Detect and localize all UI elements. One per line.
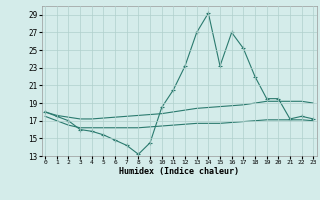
X-axis label: Humidex (Indice chaleur): Humidex (Indice chaleur): [119, 167, 239, 176]
